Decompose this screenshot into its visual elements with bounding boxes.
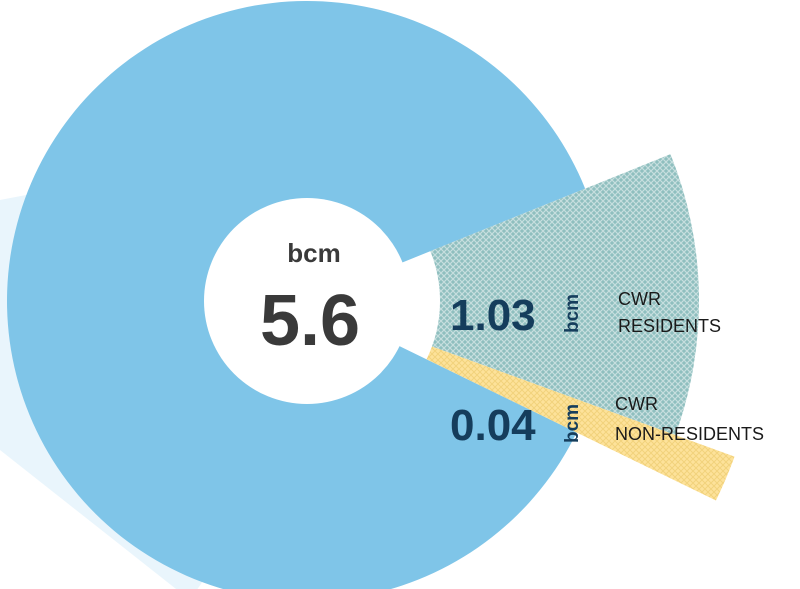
center-value-label: 5.6 — [260, 281, 360, 361]
non-residents-value-label: 0.04 — [450, 401, 536, 450]
residents-value-label: 1.03 — [450, 291, 536, 340]
non-residents-label-line-1: CWR — [615, 394, 658, 414]
non-residents-label-line-2: NON-RESIDENTS — [615, 424, 764, 444]
center-unit-label: bcm — [287, 238, 340, 268]
slice-cwr-non-residents — [426, 346, 735, 501]
residents-unit-label: bcm — [562, 294, 583, 333]
residents-label-line-2: RESIDENTS — [618, 316, 721, 336]
slice-cwr-residents — [430, 154, 699, 436]
residents-label-line-1: CWR — [618, 289, 661, 309]
non-residents-unit-label: bcm — [562, 404, 583, 443]
center-hole — [204, 198, 410, 404]
